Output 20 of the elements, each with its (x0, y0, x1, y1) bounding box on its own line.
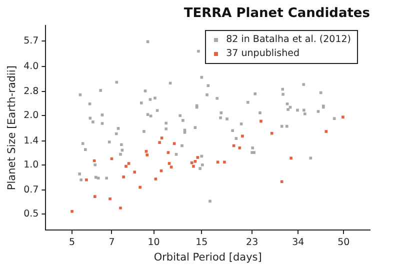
y-tick-label: 5.7 (24, 36, 39, 47)
y-axis-title: Planet Size [Earth-radii] (6, 66, 18, 190)
legend-label: 37 unpublished (226, 47, 300, 61)
legend-label: 82 in Batalha et al. (2012) (226, 33, 351, 47)
y-tick-label: 0.5 (24, 208, 39, 220)
y-tick-label: 1.4 (24, 135, 39, 146)
x-tick-label: 23 (246, 237, 258, 248)
x-tick-label: 34 (292, 237, 304, 248)
x-tick-label: 10 (148, 237, 160, 248)
y-tick-label: 0.7 (24, 184, 39, 196)
y-tick-label: 2.0 (24, 110, 39, 122)
y-tick-label: 1.0 (24, 159, 39, 170)
x-tick-label: 50 (338, 237, 350, 248)
x-axis-title: Orbital Period [days] (154, 251, 262, 264)
chart-title: TERRA Planet Candidates (184, 6, 370, 22)
x-tick-label: 15 (196, 237, 208, 248)
y-tick-label: 2.8 (24, 86, 39, 98)
x-tick-label: 5 (69, 237, 76, 248)
x-tick-label: 7 (108, 237, 115, 248)
y-tick-label: 4.0 (24, 60, 39, 72)
